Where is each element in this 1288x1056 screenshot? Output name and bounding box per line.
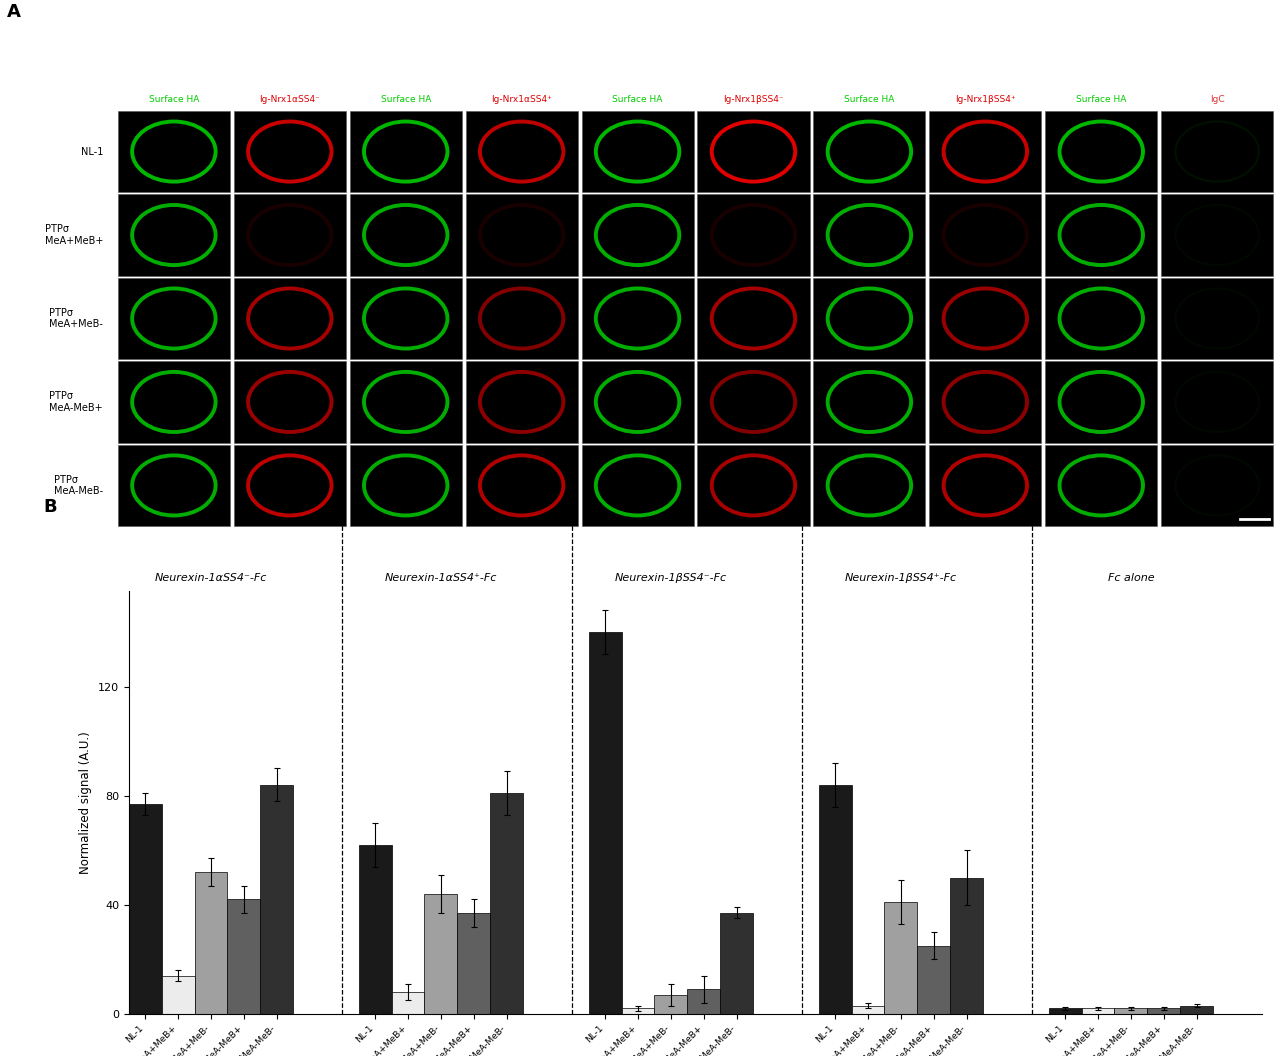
Text: Neurexin-1αSS4⁻-Fc: Neurexin-1αSS4⁻-Fc [155, 573, 267, 583]
FancyBboxPatch shape [1045, 361, 1157, 442]
Bar [622, 1008, 654, 1014]
Bar [491, 793, 523, 1014]
Text: PTPσ
MeA-MeB+: PTPσ MeA-MeB+ [49, 391, 103, 413]
FancyBboxPatch shape [1045, 445, 1157, 526]
FancyBboxPatch shape [234, 361, 345, 442]
Bar [162, 976, 194, 1014]
FancyBboxPatch shape [814, 194, 925, 276]
FancyBboxPatch shape [697, 111, 809, 192]
Text: Neurexin-1βSS4⁻-Fc: Neurexin-1βSS4⁻-Fc [614, 573, 726, 583]
Text: Neurexin-1αSS4⁺-Fc: Neurexin-1αSS4⁺-Fc [385, 573, 497, 583]
FancyBboxPatch shape [1160, 445, 1273, 526]
Text: Surface HA: Surface HA [148, 95, 200, 105]
FancyBboxPatch shape [465, 445, 577, 526]
FancyBboxPatch shape [929, 111, 1041, 192]
Bar [589, 633, 622, 1014]
FancyBboxPatch shape [814, 111, 925, 192]
FancyBboxPatch shape [118, 445, 229, 526]
Bar [851, 1005, 885, 1014]
Bar [917, 945, 951, 1014]
FancyBboxPatch shape [814, 278, 925, 359]
FancyBboxPatch shape [581, 278, 693, 359]
Text: PTPσ
MeA-MeB-: PTPσ MeA-MeB- [54, 474, 103, 496]
FancyBboxPatch shape [581, 361, 693, 442]
FancyBboxPatch shape [697, 361, 809, 442]
Text: Surface HA: Surface HA [1075, 95, 1127, 105]
FancyBboxPatch shape [929, 445, 1041, 526]
FancyBboxPatch shape [1160, 111, 1273, 192]
Bar [1082, 1008, 1114, 1014]
Text: PTPσ
MeA+MeB-: PTPσ MeA+MeB- [49, 307, 103, 329]
Y-axis label: Normalized signal (A.U.): Normalized signal (A.U.) [80, 731, 93, 874]
FancyBboxPatch shape [1160, 194, 1273, 276]
Bar [1048, 1008, 1082, 1014]
FancyBboxPatch shape [349, 194, 461, 276]
FancyBboxPatch shape [118, 111, 229, 192]
Bar [885, 902, 917, 1014]
Bar [457, 913, 491, 1014]
Bar [260, 785, 294, 1014]
FancyBboxPatch shape [929, 278, 1041, 359]
FancyBboxPatch shape [697, 194, 809, 276]
Bar [359, 845, 392, 1014]
Text: Surface HA: Surface HA [844, 95, 895, 105]
Text: NL-1: NL-1 [81, 147, 103, 156]
FancyBboxPatch shape [814, 445, 925, 526]
FancyBboxPatch shape [581, 194, 693, 276]
Bar [1180, 1005, 1213, 1014]
FancyBboxPatch shape [697, 278, 809, 359]
Bar [1148, 1008, 1180, 1014]
FancyBboxPatch shape [581, 445, 693, 526]
Bar [1114, 1008, 1148, 1014]
FancyBboxPatch shape [234, 445, 345, 526]
Text: A: A [6, 3, 21, 21]
Text: Ig-Nrx1βSS4⁻: Ig-Nrx1βSS4⁻ [723, 95, 784, 105]
Text: PTPσ
MeA+MeB+: PTPσ MeA+MeB+ [45, 224, 103, 246]
FancyBboxPatch shape [349, 445, 461, 526]
Text: Ig-Nrx1αSS4⁺: Ig-Nrx1αSS4⁺ [491, 95, 553, 105]
Text: Ig-Nrx1βSS4⁺: Ig-Nrx1βSS4⁺ [954, 95, 1016, 105]
Text: Neurexin-1βSS4⁺-Fc: Neurexin-1βSS4⁺-Fc [845, 573, 957, 583]
FancyBboxPatch shape [465, 278, 577, 359]
Bar [654, 995, 688, 1014]
FancyBboxPatch shape [349, 111, 461, 192]
FancyBboxPatch shape [234, 111, 345, 192]
Text: B: B [44, 498, 58, 516]
FancyBboxPatch shape [349, 278, 461, 359]
FancyBboxPatch shape [1160, 361, 1273, 442]
FancyBboxPatch shape [234, 194, 345, 276]
FancyBboxPatch shape [234, 278, 345, 359]
FancyBboxPatch shape [465, 111, 577, 192]
Bar [819, 785, 851, 1014]
FancyBboxPatch shape [118, 278, 229, 359]
FancyBboxPatch shape [118, 194, 229, 276]
FancyBboxPatch shape [581, 111, 693, 192]
Bar [425, 893, 457, 1014]
Bar [228, 900, 260, 1014]
Bar [392, 992, 425, 1014]
FancyBboxPatch shape [118, 361, 229, 442]
Text: Surface HA: Surface HA [380, 95, 431, 105]
FancyBboxPatch shape [349, 361, 461, 442]
Text: Ig-Nrx1αSS4⁻: Ig-Nrx1αSS4⁻ [259, 95, 321, 105]
FancyBboxPatch shape [465, 194, 577, 276]
FancyBboxPatch shape [1045, 111, 1157, 192]
FancyBboxPatch shape [1160, 278, 1273, 359]
Text: Surface HA: Surface HA [612, 95, 663, 105]
FancyBboxPatch shape [697, 445, 809, 526]
Bar [720, 913, 753, 1014]
Bar [194, 872, 228, 1014]
Bar [129, 804, 162, 1014]
FancyBboxPatch shape [1045, 194, 1157, 276]
FancyBboxPatch shape [1045, 278, 1157, 359]
FancyBboxPatch shape [929, 194, 1041, 276]
Text: IgC: IgC [1209, 95, 1225, 105]
Bar [688, 989, 720, 1014]
FancyBboxPatch shape [814, 361, 925, 442]
Text: Fc alone: Fc alone [1108, 573, 1154, 583]
FancyBboxPatch shape [929, 361, 1041, 442]
FancyBboxPatch shape [465, 361, 577, 442]
Bar [951, 878, 983, 1014]
